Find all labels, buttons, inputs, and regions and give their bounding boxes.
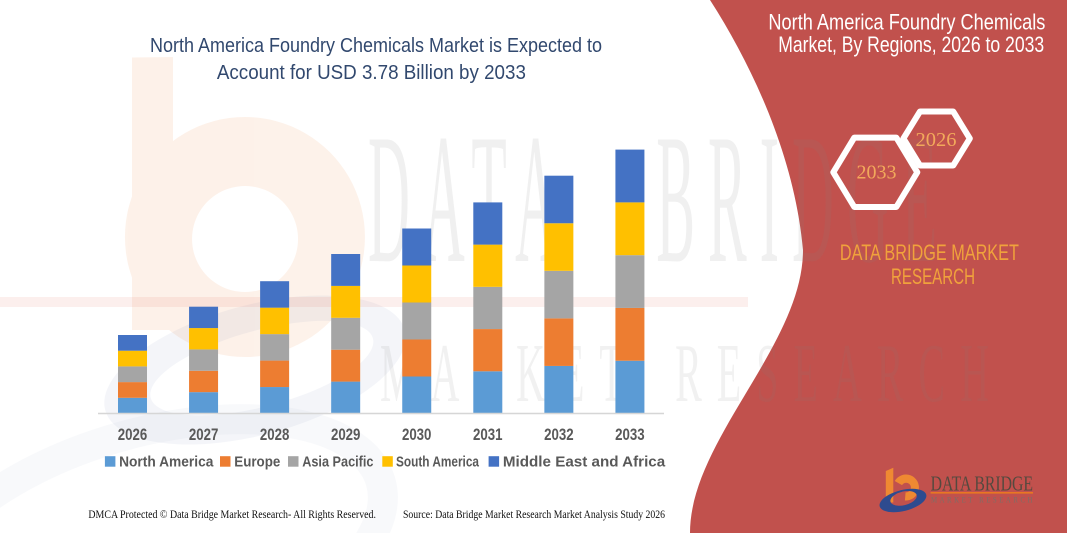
svg-text:Asia Pacific: Asia Pacific bbox=[302, 454, 373, 471]
svg-text:2033: 2033 bbox=[615, 425, 645, 444]
svg-text:MARKET RESEARCH: MARKET RESEARCH bbox=[931, 495, 1035, 504]
svg-text:DMCA Protected © Data Bridge M: DMCA Protected © Data Bridge Market Rese… bbox=[88, 507, 376, 521]
svg-text:DATA BRIDGE: DATA BRIDGE bbox=[368, 95, 950, 302]
svg-text:South America: South America bbox=[396, 454, 480, 471]
svg-text:2033: 2033 bbox=[857, 162, 897, 184]
svg-text:Source: Data Bridge Market Res: Source: Data Bridge Market Research Mark… bbox=[403, 507, 665, 521]
svg-text:2031: 2031 bbox=[473, 425, 503, 444]
svg-text:RESEARCH: RESEARCH bbox=[891, 264, 975, 289]
svg-text:2029: 2029 bbox=[331, 425, 361, 444]
svg-text:2028: 2028 bbox=[260, 425, 290, 444]
svg-text:DATA BRIDGE MARKET: DATA BRIDGE MARKET bbox=[840, 240, 1019, 265]
svg-text:Europe: Europe bbox=[234, 454, 280, 471]
svg-text:Middle East and Africa: Middle East and Africa bbox=[503, 454, 666, 471]
svg-text:2026: 2026 bbox=[118, 425, 148, 444]
svg-text:2030: 2030 bbox=[402, 425, 432, 444]
svg-text:North America: North America bbox=[119, 454, 214, 471]
svg-text:Market, By Regions, 2026 to 20: Market, By Regions, 2026 to 2033 bbox=[778, 32, 1044, 57]
svg-text:2027: 2027 bbox=[189, 425, 219, 444]
svg-text:2026: 2026 bbox=[916, 129, 957, 151]
svg-text:North America Foundry Chemical: North America Foundry Chemicals bbox=[768, 10, 1045, 35]
svg-text:North America Foundry Chemical: North America Foundry Chemicals Market i… bbox=[150, 35, 602, 57]
svg-text:Account for USD 3.78 Billion b: Account for USD 3.78 Billion by 2033 bbox=[217, 62, 526, 84]
svg-text:DATA BRIDGE: DATA BRIDGE bbox=[931, 471, 1033, 495]
svg-text:2032: 2032 bbox=[544, 425, 574, 444]
